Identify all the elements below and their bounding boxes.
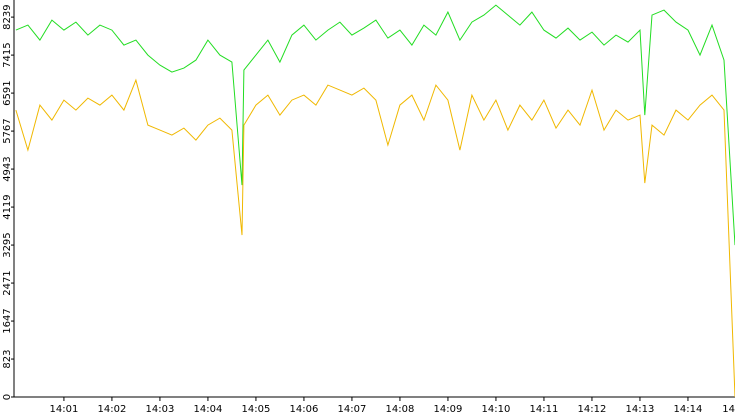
series-line [15,78,735,398]
y-tick-label: 0 [2,394,13,400]
x-tick-label: 14:12 [578,404,607,415]
y-tick-label: 6591 [2,80,13,105]
x-tick-label: 14:05 [242,404,271,415]
y-tick-label: 2471 [2,270,13,295]
x-tick-label: 14:08 [386,404,415,415]
x-tick-label: 14 [722,404,735,415]
y-tick-label: 5767 [2,118,13,143]
y-tick-label: 4943 [2,156,13,181]
y-tick-label: 823 [2,350,13,369]
x-tick-label: 14:06 [290,404,319,415]
y-tick-label: 1647 [2,308,13,333]
y-tick-label: 8239 [2,4,13,29]
series-line [15,4,735,246]
x-tick-label: 14:09 [434,404,463,415]
x-tick-label: 14:14 [674,404,703,415]
x-tick-label: 14:03 [146,404,175,415]
x-tick-label: 14:11 [530,404,559,415]
x-tick-label: 14:02 [98,404,127,415]
x-tick-label: 14:07 [338,404,367,415]
x-tick-label: 14:04 [194,404,223,415]
y-tick-label: 7415 [2,42,13,67]
x-tick-label: 14:01 [50,404,79,415]
x-tick-label: 14:10 [482,404,511,415]
y-tick-label: 4119 [2,194,13,219]
x-tick-label: 14:13 [626,404,655,415]
y-tick-label: 3295 [2,232,13,257]
